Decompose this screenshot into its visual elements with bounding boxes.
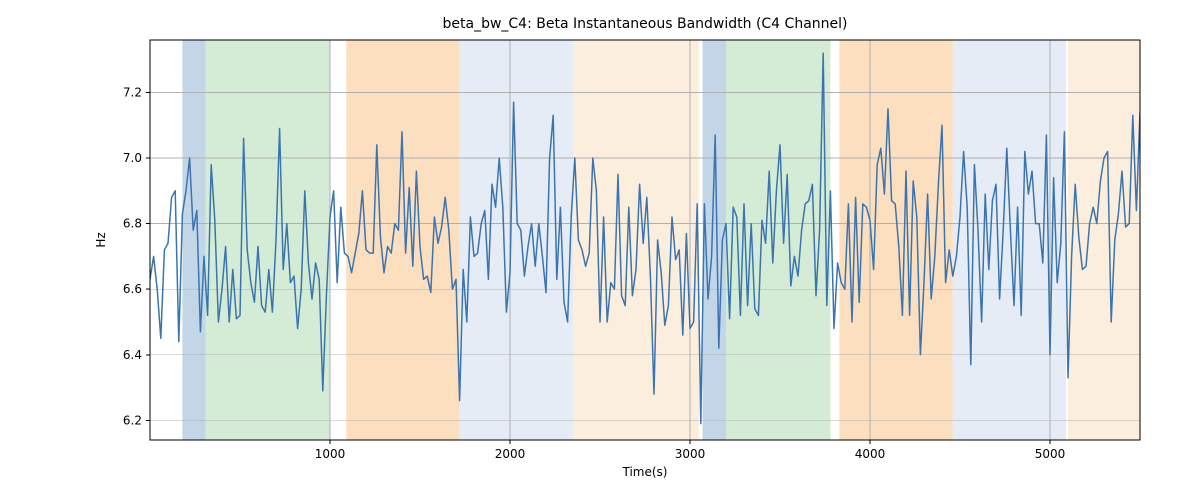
x-tick-label: 4000 [855, 447, 886, 461]
y-axis-label: Hz [94, 232, 108, 247]
x-tick-label: 2000 [495, 447, 526, 461]
band-1 [206, 40, 330, 440]
y-tick-label: 7.0 [123, 151, 142, 165]
chart-figure: 1000 2000 3000 4000 5000 Time(s) 6.2 6.4 6.6 6.8 7… [0, 0, 1200, 500]
band-4 [573, 40, 699, 440]
x-tick-label: 5000 [1035, 447, 1066, 461]
x-axis-label: Time(s) [622, 465, 668, 479]
chart-svg: 1000 2000 3000 4000 5000 Time(s) 6.2 6.4 6.6 6.8 7… [0, 0, 1200, 500]
y-tick-label: 7.2 [123, 85, 142, 99]
band-0 [182, 40, 205, 440]
y-tick-label: 6.8 [123, 217, 142, 231]
y-tick-label: 6.4 [123, 348, 142, 362]
band-2 [346, 40, 459, 440]
background-bands [182, 40, 1140, 440]
y-tick-label: 6.2 [123, 413, 142, 427]
x-tick-label: 1000 [315, 447, 346, 461]
x-tick-label: 3000 [675, 447, 706, 461]
chart-title: beta_bw_C4: Beta Instantaneous Bandwidth… [443, 16, 848, 32]
y-tick-label: 6.6 [123, 282, 142, 296]
band-8 [953, 40, 1066, 440]
